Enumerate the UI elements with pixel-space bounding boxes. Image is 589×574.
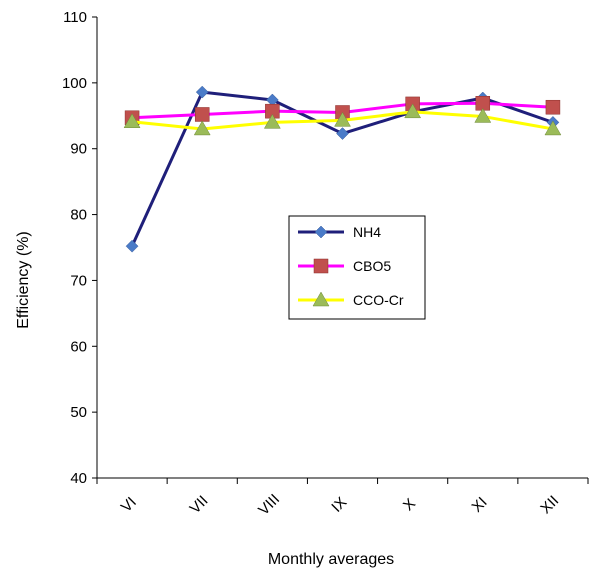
y-tick-label: 110 — [63, 9, 87, 26]
y-tick-label: 60 — [70, 338, 87, 355]
y-tick-label: 40 — [70, 470, 87, 487]
x-tick-label: XI — [469, 494, 491, 516]
x-tick-labels: VI VII VIII IX X XI XII — [118, 491, 562, 519]
y-tick-label: 80 — [70, 207, 87, 224]
legend: NH4 CBO5 CCO-Cr — [288, 215, 426, 320]
data-point-cco-cr — [123, 113, 141, 128]
data-point-cco-cr — [544, 120, 562, 136]
y-tick-labels: 40 50 60 70 80 90 100 110 — [62, 9, 87, 487]
legend-marker-cco-cr — [312, 291, 330, 307]
data-point-nh4 — [336, 127, 349, 140]
legend-label-cbo5: CBO5 — [353, 258, 391, 274]
y-axis-title: Efficiency (%) — [15, 231, 32, 329]
legend-label-cco-cr: CCO-Cr — [353, 292, 404, 308]
data-point-cco-cr — [404, 103, 422, 119]
data-point-cbo5 — [545, 99, 561, 115]
x-axis-title: Monthly averages — [268, 551, 394, 568]
legend-marker-nh4 — [314, 225, 328, 239]
data-point-cco-cr — [193, 120, 211, 136]
axes — [92, 16, 589, 484]
x-tick-label: IX — [328, 494, 350, 516]
y-tick-label: 50 — [70, 404, 87, 421]
y-tick-label: 90 — [70, 141, 87, 158]
data-point-nh4 — [125, 239, 139, 253]
x-tick-label: XII — [537, 492, 562, 517]
data-point-cco-cr — [474, 107, 492, 123]
series-layer — [123, 85, 562, 253]
data-point-cco-cr — [334, 111, 351, 127]
data-point-nh4 — [195, 85, 209, 99]
x-tick-label: X — [400, 495, 419, 514]
data-point-cbo5 — [194, 107, 210, 122]
x-tick-label: VIII — [255, 491, 283, 519]
series-cco-cr — [123, 103, 562, 136]
data-point-cco-cr — [263, 113, 281, 129]
x-tick-label: VII — [187, 492, 212, 517]
x-tick-label: VI — [118, 494, 140, 516]
y-tick-label: 70 — [70, 272, 87, 289]
legend-marker-cbo5 — [313, 258, 329, 274]
legend-label-nh4: NH4 — [353, 224, 381, 240]
y-tick-label: 100 — [62, 75, 87, 92]
